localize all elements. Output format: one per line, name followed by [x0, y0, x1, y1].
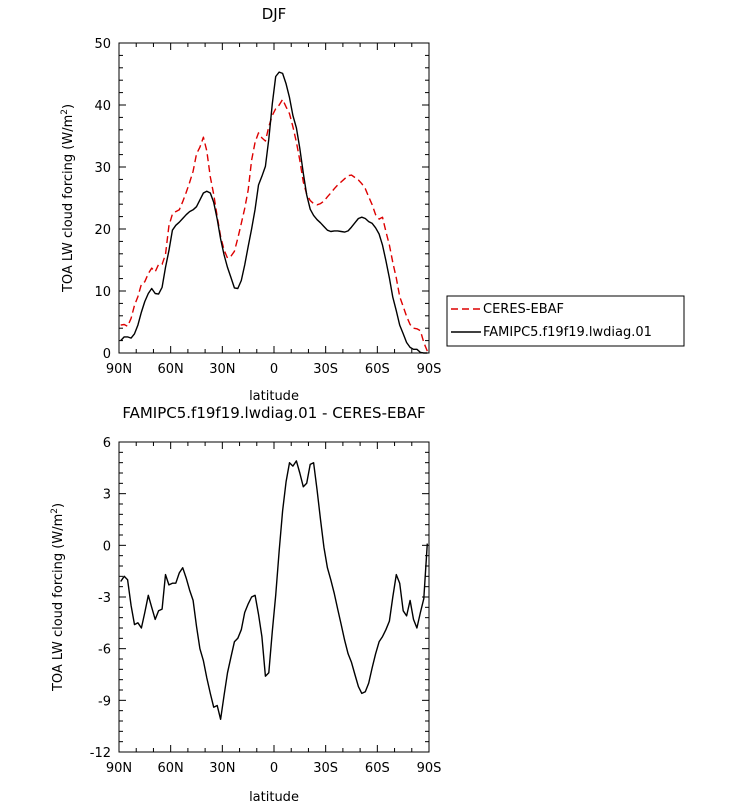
bottom-chart-title: FAMIPC5.f19f19.lwdiag.01 - CERES-EBAF [122, 404, 425, 422]
bottom-y-tick-label: 3 [103, 488, 111, 503]
legend-label-famipc5: FAMIPC5.f19f19.lwdiag.01 [483, 325, 652, 340]
bottom-y-tick-label: -3 [98, 591, 111, 606]
bottom-plot-frame [118, 441, 430, 753]
bottom-series-line-0 [120, 460, 428, 720]
top-y-axis-label: TOA LW cloud forcing (W/m2) [60, 104, 76, 293]
top-x-tick-label: 0 [270, 362, 278, 377]
bottom-x-axis-label: latitude [249, 790, 299, 805]
top-y-tick-label: 50 [94, 37, 111, 52]
bottom-x-tick-label: 30S [313, 761, 338, 776]
top-y-tick-label: 0 [103, 347, 111, 362]
bottom-x-tick-label: 60S [365, 761, 390, 776]
top-y-tick-label: 20 [94, 223, 111, 238]
bottom-x-tick-label: 90N [106, 761, 132, 776]
bottom-x-tick-label: 0 [270, 761, 278, 776]
bottom-y-tick-label: 0 [103, 539, 111, 554]
bottom-axis-ticks: 90N 60N 30N 0 30S 60S 90S -12 -9 -6 -3 0 3 6 [90, 436, 442, 776]
top-x-axis-label: latitude [249, 389, 299, 404]
bottom-x-tick-label: 60N [158, 761, 184, 776]
top-x-tick-label: 60S [365, 362, 390, 377]
top-y-tick-label: 40 [94, 99, 111, 114]
bottom-y-tick-label: -6 [98, 643, 111, 658]
top-series-lines [120, 71, 428, 354]
top-chart-title: DJF [262, 5, 287, 23]
legend-box [446, 295, 685, 347]
top-axis-ticks: 90N 60N 30N 0 30S 60S 90S 0 10 20 30 40 50 [94, 37, 441, 377]
top-series-line-0 [120, 98, 428, 352]
top-y-tick-label: 30 [94, 161, 111, 176]
top-x-tick-label: 30S [313, 362, 338, 377]
bottom-panel: FAMIPC5.f19f19.lwdiag.01 - CERES-EBAF 90… [50, 404, 441, 805]
top-x-tick-label: 90S [417, 362, 442, 377]
bottom-series-lines [120, 460, 428, 720]
bottom-y-tick-label: -9 [98, 694, 111, 709]
top-x-tick-label: 60N [158, 362, 184, 377]
legend-label-ceres: CERES-EBAF [483, 302, 564, 317]
top-series-line-1 [120, 71, 428, 354]
bottom-y-tick-label: -12 [90, 746, 111, 761]
top-x-tick-label: 90N [106, 362, 132, 377]
top-x-tick-label: 30N [209, 362, 235, 377]
bottom-x-tick-label: 30N [209, 761, 235, 776]
bottom-y-axis-label: TOA LW cloud forcing (W/m2) [50, 503, 66, 692]
top-legend: CERES-EBAF FAMIPC5.f19f19.lwdiag.01 [446, 295, 685, 347]
top-y-tick-label: 10 [94, 285, 111, 300]
bottom-x-tick-label: 90S [417, 761, 442, 776]
bottom-y-tick-label: 6 [103, 436, 111, 451]
top-panel: DJF 90N 60N 30N 0 30S 60S 90S 0 10 20 30 40 50 latit… [60, 5, 685, 404]
